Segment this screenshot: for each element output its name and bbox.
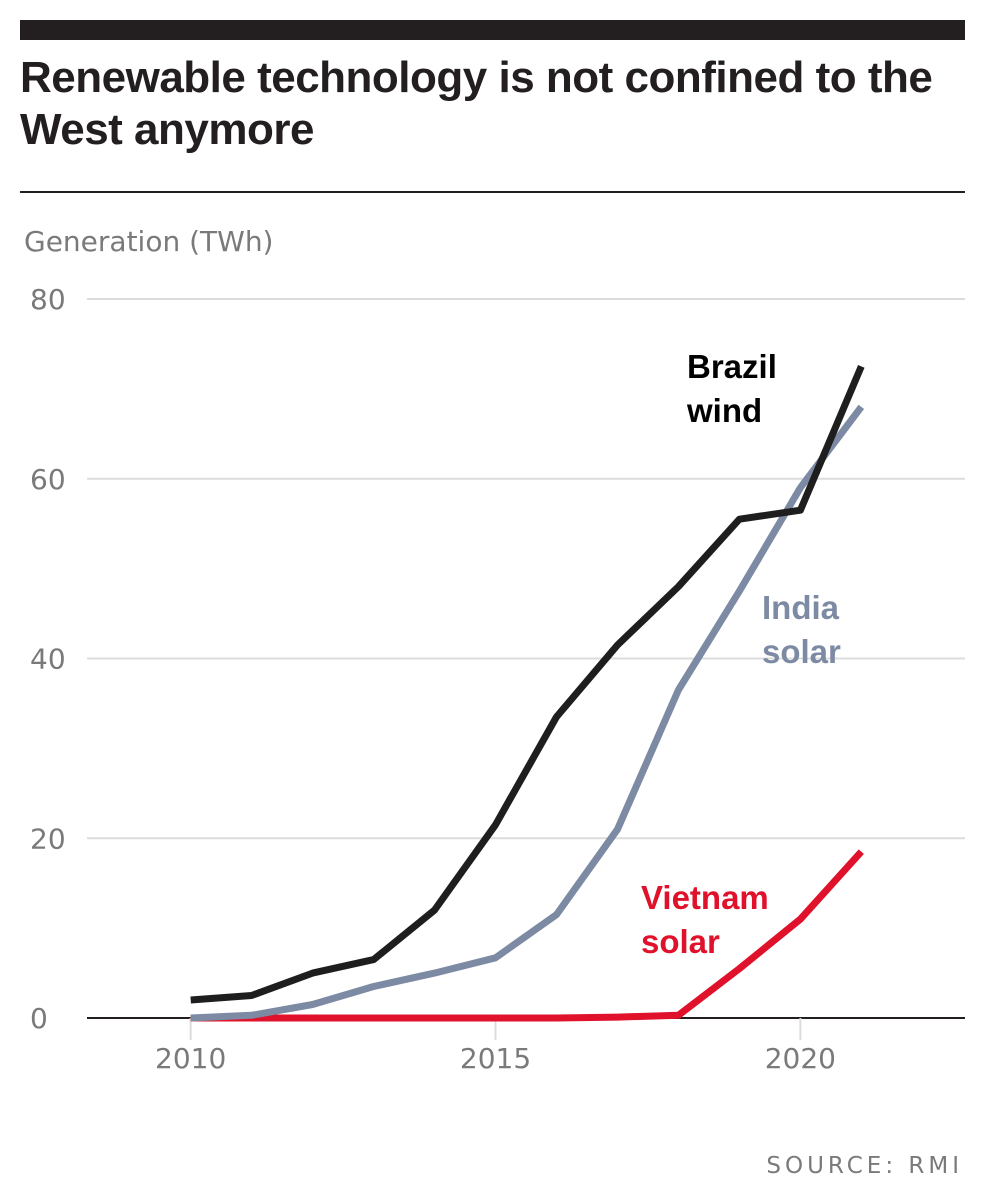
x-tick-label: 2010 [155,1042,226,1075]
source-note: SOURCE: RMI [766,1153,963,1179]
y-tick-label: 0 [30,1002,48,1035]
y-tick-label: 60 [30,463,66,496]
series-line-vietnam-solar [190,849,864,1022]
series-label-brazil-wind: Brazil [687,348,777,385]
y-axis-label: Generation (TWh) [24,225,273,258]
series-labels: Brazil wind India solar Vietnam solar [641,348,841,960]
x-tick-label: 2015 [460,1042,531,1075]
series-label-india-solar: India [762,589,840,626]
y-tick-label: 80 [30,283,66,316]
x-tick-label: 2020 [765,1042,836,1075]
y-tick-label: 20 [30,822,66,855]
y-tick-label: 40 [30,643,66,676]
chart-title: Renewable technology is not confined to … [20,53,933,154]
series-label-brazil-wind: wind [686,392,762,429]
title-rule [20,191,965,193]
y-tick-labels: 0 20 40 60 80 [30,283,66,1035]
top-bar [20,20,965,40]
series-lines [190,365,865,1022]
series-line-india-solar [190,404,865,1022]
x-tick-labels: 2010 2015 2020 [155,1018,836,1075]
series-line-brazil-wind [190,365,865,1004]
series-label-india-solar: solar [762,633,841,670]
series-label-vietnam-solar: solar [641,923,720,960]
series-label-vietnam-solar: Vietnam [641,879,769,916]
